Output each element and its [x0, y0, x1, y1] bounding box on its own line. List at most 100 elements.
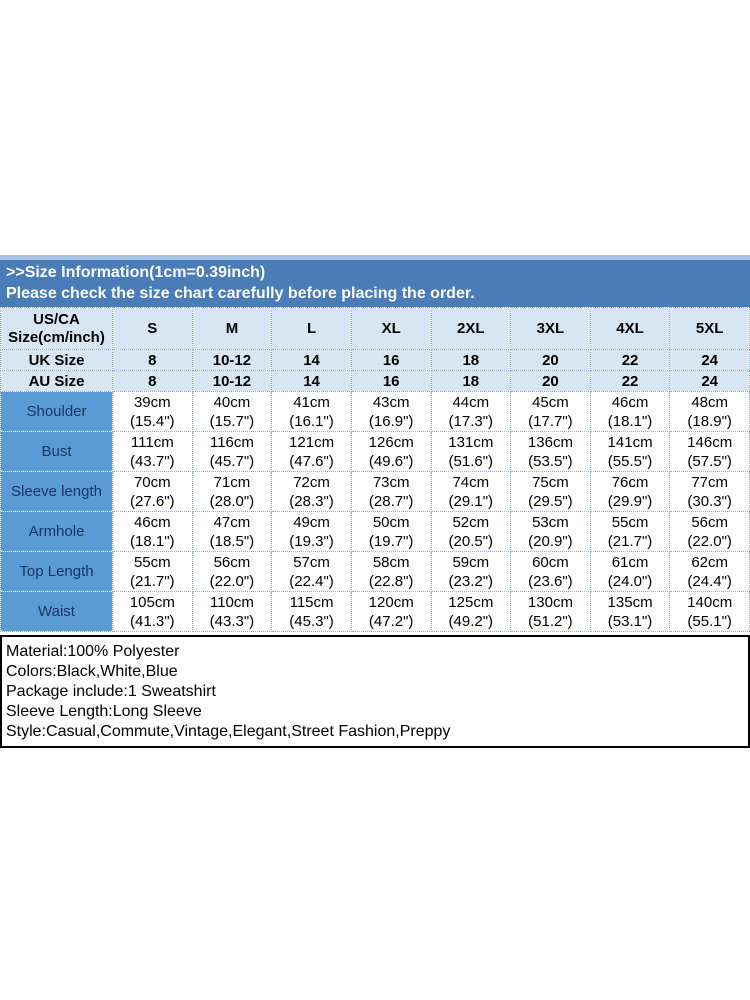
size-value-cell: 18 [430, 349, 512, 371]
product-details-box: Material:100% Polyester Colors:Black,Whi… [0, 635, 750, 748]
row-label: Sleeve length [0, 471, 113, 512]
corner-cell: US/CA Size(cm/inch) [0, 307, 113, 350]
measurement-cell: 136cm (53.5") [510, 431, 591, 472]
measurement-cell: 116cm (45.7") [191, 431, 273, 472]
size-value-cell: 24 [669, 349, 750, 371]
measurement-row-shoulder: Shoulder 39cm (15.4") 40cm (15.7") 41cm (16.1"… [0, 391, 750, 432]
size-value-cell: 20 [510, 370, 591, 392]
measurement-cell: 39cm (15.4") [112, 391, 193, 432]
size-info-sheet: >>Size Information(1cm=0.39inch) Please … [0, 255, 750, 748]
size-value-cell: 8 [112, 370, 193, 392]
size-value-cell: 14 [271, 349, 352, 371]
measurement-cell: 140cm (55.1") [669, 591, 750, 632]
measurement-cell: 115cm (45.3") [271, 591, 352, 632]
measurement-cell: 53cm (20.9") [510, 511, 591, 552]
size-value-cell: 16 [350, 370, 432, 392]
measurement-cell: 55cm (21.7") [589, 511, 671, 552]
measurement-cell: 125cm (49.2") [430, 591, 512, 632]
size-table-body: US/CA Size(cm/inch) S M L XL 2XL 3XL 4XL 5XL UK S… [0, 307, 750, 632]
measurement-cell: 58cm (22.8") [350, 551, 432, 592]
measurement-cell: 131cm (51.6") [430, 431, 512, 472]
row-label: Armhole [0, 511, 113, 552]
measurement-cell: 49cm (19.3") [271, 511, 352, 552]
measurement-cell: 59cm (23.2") [430, 551, 512, 592]
measurement-cell: 44cm (17.3") [430, 391, 512, 432]
measurement-cell: 77cm (30.3") [669, 471, 750, 512]
material-line: Material:100% Polyester [6, 643, 180, 660]
sleeve-length-line: Sleeve Length:Long Sleeve [6, 703, 202, 720]
measurement-cell: 135cm (53.1") [589, 591, 671, 632]
size-value-cell: 10-12 [191, 349, 273, 371]
table-header-row: US/CA Size(cm/inch) S M L XL 2XL 3XL 4XL 5XL [0, 307, 750, 350]
measurement-row-top-length: Top Length 55cm (21.7") 56cm (22.0") 57cm (22.… [0, 551, 750, 592]
measurement-cell: 45cm (17.7") [510, 391, 591, 432]
measurement-cell: 56cm (22.0") [669, 511, 750, 552]
measurement-cell: 57cm (22.4") [271, 551, 352, 592]
size-value-cell: 24 [669, 370, 750, 392]
measurement-cell: 56cm (22.0") [191, 551, 273, 592]
size-value-cell: 22 [589, 349, 671, 371]
measurement-cell: 48cm (18.9") [669, 391, 750, 432]
size-value-cell: 10-12 [191, 370, 273, 392]
measurement-cell: 47cm (18.5") [191, 511, 273, 552]
column-header-3xl: 3XL [510, 307, 591, 350]
column-header-s: S [112, 307, 193, 350]
colors-line: Colors:Black,White,Blue [6, 663, 178, 680]
measurement-cell: 43cm (16.9") [350, 391, 432, 432]
measurement-cell: 72cm (28.3") [271, 471, 352, 512]
size-row-au-size: AU Size 8 10-12 14 16 18 20 22 24 [0, 370, 750, 392]
measurement-row-waist: Waist 105cm (41.3") 110cm (43.3") 115cm (45.3"… [0, 591, 750, 632]
measurement-row-armhole: Armhole 46cm (18.1") 47cm (18.5") 49cm (19.3")… [0, 511, 750, 552]
measurement-row-bust: Bust 111cm (43.7") 116cm (45.7") 121cm (47.6")… [0, 431, 750, 472]
measurement-cell: 110cm (43.3") [191, 591, 273, 632]
measurement-cell: 141cm (55.5") [589, 431, 671, 472]
measurement-cell: 111cm (43.7") [112, 431, 193, 472]
measurement-cell: 74cm (29.1") [430, 471, 512, 512]
measurement-row-sleeve-length: Sleeve length 70cm (27.6") 71cm (28.0") 72cm(… [0, 471, 750, 512]
measurement-cell: 46cm (18.1") [112, 511, 193, 552]
column-header-m: M [191, 307, 273, 350]
measurement-cell: 40cm (15.7") [191, 391, 273, 432]
size-value-cell: 20 [510, 349, 591, 371]
measurement-cell: 146cm (57.5") [669, 431, 750, 472]
column-header-5xl: 5XL [669, 307, 750, 350]
size-value-cell: 8 [112, 349, 193, 371]
measurement-cell: 62cm (24.4") [669, 551, 750, 592]
size-info-notice: Please check the size chart carefully be… [6, 285, 475, 302]
size-info-header-band: >>Size Information(1cm=0.39inch) Please … [0, 260, 750, 307]
size-row-uk-size: UK Size 8 10-12 14 16 18 20 22 24 [0, 349, 750, 371]
style-line: Style:Casual,Commute,Vintage,Elegant,Str… [6, 723, 451, 740]
measurement-cell: 105cm (41.3") [112, 591, 193, 632]
column-header-4xl: 4XL [589, 307, 671, 350]
row-label: Waist [0, 591, 113, 632]
measurement-cell: 126cm (49.6") [350, 431, 432, 472]
measurement-cell: 76cm (29.9") [589, 471, 671, 512]
measurement-cell: 60cm (23.6") [510, 551, 591, 592]
measurement-cell: 52cm (20.5") [430, 511, 512, 552]
size-value-cell: 16 [350, 349, 432, 371]
row-label: Shoulder [0, 391, 113, 432]
size-value-cell: 18 [430, 370, 512, 392]
top-accent-strip [0, 255, 750, 260]
row-label: UK Size [0, 349, 113, 371]
column-header-xl: XL [350, 307, 432, 350]
column-header-2xl: 2XL [430, 307, 512, 350]
row-label: AU Size [0, 370, 113, 392]
row-label: Bust [0, 431, 113, 472]
measurement-cell: 130cm (51.2") [510, 591, 591, 632]
measurement-cell: 121cm (47.6") [271, 431, 352, 472]
measurement-cell: 120cm (47.2") [350, 591, 432, 632]
size-value-cell: 14 [271, 370, 352, 392]
size-info-title: >>Size Information(1cm=0.39inch) [6, 264, 266, 281]
measurement-cell: 75cm (29.5") [510, 471, 591, 512]
measurement-cell: 70cm (27.6") [112, 471, 193, 512]
measurement-cell: 41cm (16.1") [271, 391, 352, 432]
measurement-cell: 50cm (19.7") [350, 511, 432, 552]
measurement-cell: 73cm (28.7") [350, 471, 432, 512]
size-table: US/CA Size(cm/inch) S M L XL 2XL 3XL 4XL 5XL UK S… [0, 307, 750, 632]
measurement-cell: 46cm (18.1") [589, 391, 671, 432]
package-line: Package include:1 Sweatshirt [6, 683, 216, 700]
measurement-cell: 61cm (24.0") [589, 551, 671, 592]
measurement-cell: 71cm (28.0") [191, 471, 273, 512]
row-label: Top Length [0, 551, 113, 592]
